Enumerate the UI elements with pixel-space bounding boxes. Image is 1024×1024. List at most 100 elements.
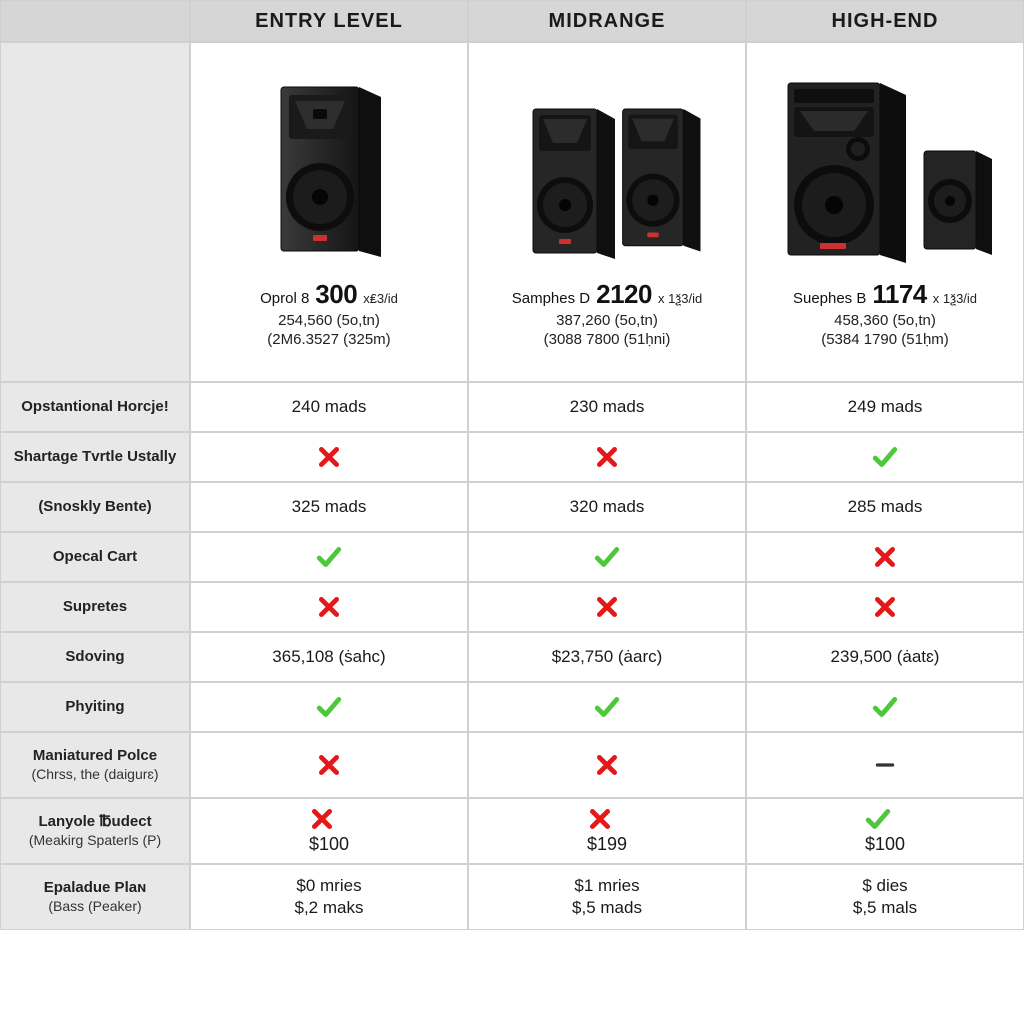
product-line2: 458,360 (5o,tn) — [793, 312, 977, 329]
row-label-main: Shartage Tvrtle Ustally — [14, 448, 177, 467]
product-meta: Suephes B 1174 x 1ѯ3/id 458,360 (5o,tn) (538… — [793, 279, 977, 348]
product-line2: 254,560 (5o,tn) — [260, 312, 398, 329]
check-icon — [594, 694, 620, 720]
value-cell — [190, 432, 468, 482]
value-line2: $,5 mads — [572, 898, 642, 918]
product-line3: (2M6.3527 (325m) — [260, 331, 398, 348]
row-label-main: Supretes — [63, 598, 127, 617]
value-cell: 320 mads — [468, 482, 746, 532]
two-line-value: $1 mries$,5 mads — [572, 876, 642, 919]
value-cell — [468, 432, 746, 482]
value-cell — [190, 732, 468, 798]
cross-icon — [594, 752, 620, 778]
row-label: Lanyole ℔udect(Meakirg Spaterls (P) — [0, 798, 190, 864]
value-cell — [468, 582, 746, 632]
product-suffix: x 1ѯ3/id — [658, 291, 702, 306]
price-text: $100 — [309, 834, 349, 856]
row-label-sub: (Bass (Peaker) — [48, 898, 141, 916]
value-cell: 239,500 (ȧatɛ) — [746, 632, 1024, 682]
product-line3: (5384 1790 (51ḥm) — [793, 331, 977, 348]
cross-icon — [872, 544, 898, 570]
value-cell — [746, 732, 1024, 798]
row-label: Shartage Tvrtle Ustally — [0, 432, 190, 482]
value-text: 249 mads — [848, 397, 923, 417]
value-cell — [746, 432, 1024, 482]
cross-icon — [316, 752, 342, 778]
product-brand: Samphes D — [512, 290, 590, 307]
product-cell: Oprol 8300x₤3/id254,560 (5o,tn)(2M6.3527… — [190, 42, 468, 382]
product-image-wrap — [199, 79, 459, 269]
product-line3: (3088 7800 (51ḥni) — [512, 331, 702, 348]
icon-with-price: $100 — [865, 806, 905, 856]
product-image-wrap — [755, 79, 1015, 269]
cross-icon — [587, 806, 613, 832]
product-title: Samphes D 2120 x 1ѯ3/id — [512, 279, 702, 310]
cross-icon — [872, 594, 898, 620]
value-text: 325 mads — [292, 497, 367, 517]
speaker-image — [507, 99, 707, 269]
product-line2: 387,260 (5o,tn) — [512, 312, 702, 329]
row-label-main: Opstantional Horcje! — [21, 398, 169, 417]
value-cell — [190, 532, 468, 582]
two-line-value: $0 mries$,2 maks — [295, 876, 364, 919]
row-label-main: Epaladue Plaɴ — [44, 879, 147, 898]
product-suffix: x 1ѯ3/id — [933, 291, 977, 306]
cross-icon — [316, 594, 342, 620]
row-label: (Snoskly Bente) — [0, 482, 190, 532]
price-text: $199 — [587, 834, 627, 856]
value-line2: $,2 maks — [295, 898, 364, 918]
product-model: 2120 — [596, 279, 652, 310]
check-icon — [872, 444, 898, 470]
product-title: Oprol 8300x₤3/id — [260, 279, 398, 310]
product-cell: Suephes B 1174 x 1ѯ3/id 458,360 (5o,tn) (538… — [746, 42, 1024, 382]
check-icon — [865, 806, 891, 832]
price-text: $100 — [865, 834, 905, 856]
value-text: 285 mads — [848, 497, 923, 517]
value-cell: $100 — [746, 798, 1024, 864]
product-meta: Samphes D 2120 x 1ѯ3/id 387,260 (5o,tn) (308… — [512, 279, 702, 348]
value-cell — [746, 582, 1024, 632]
product-image-wrap — [477, 79, 737, 269]
tier-header: HIGH-END — [746, 0, 1024, 42]
row-label: Supretes — [0, 582, 190, 632]
value-cell: 230 mads — [468, 382, 746, 432]
product-suffix: x₤3/id — [363, 291, 398, 306]
row-label: Phyiting — [0, 682, 190, 732]
row-label: Opstantional Horcje! — [0, 382, 190, 432]
cross-icon — [594, 594, 620, 620]
value-cell: 249 mads — [746, 382, 1024, 432]
value-text: 230 mads — [570, 397, 645, 417]
value-cell: 325 mads — [190, 482, 468, 532]
tier-header: ENTRY LEVEL — [190, 0, 468, 42]
value-cell — [190, 682, 468, 732]
value-cell: $ dies$,5 mals — [746, 864, 1024, 930]
corner-cell — [0, 0, 190, 42]
product-brand: Suephes B — [793, 290, 866, 307]
two-line-value: $ dies$,5 mals — [853, 876, 917, 919]
check-icon — [316, 544, 342, 570]
value-line2: $,5 mals — [853, 898, 917, 918]
icon-with-price: $199 — [587, 806, 627, 856]
icon-with-price: $100 — [309, 806, 349, 856]
value-cell: $23,750 (ȧarc) — [468, 632, 746, 682]
product-cell: Samphes D 2120 x 1ѯ3/id 387,260 (5o,tn) (308… — [468, 42, 746, 382]
dash-icon — [872, 752, 898, 778]
tier-header: MIDRANGE — [468, 0, 746, 42]
product-model: 1174 — [872, 279, 926, 310]
value-text: 320 mads — [570, 497, 645, 517]
value-cell: $1 mries$,5 mads — [468, 864, 746, 930]
row-label: Maniatured Polce(Chrss, the (daigurɛ) — [0, 732, 190, 798]
check-icon — [316, 694, 342, 720]
value-line1: $1 mries — [572, 876, 642, 896]
product-row-label — [0, 42, 190, 382]
value-text: 240 mads — [292, 397, 367, 417]
value-line1: $0 mries — [295, 876, 364, 896]
value-text: 365,108 (ṡahc) — [272, 647, 385, 667]
value-cell: 285 mads — [746, 482, 1024, 532]
product-model: 300 — [315, 279, 357, 310]
row-label: Sdoving — [0, 632, 190, 682]
value-cell — [468, 532, 746, 582]
value-cell: $0 mries$,2 maks — [190, 864, 468, 930]
value-line1: $ dies — [853, 876, 917, 896]
value-text: 239,500 (ȧatɛ) — [831, 647, 940, 667]
